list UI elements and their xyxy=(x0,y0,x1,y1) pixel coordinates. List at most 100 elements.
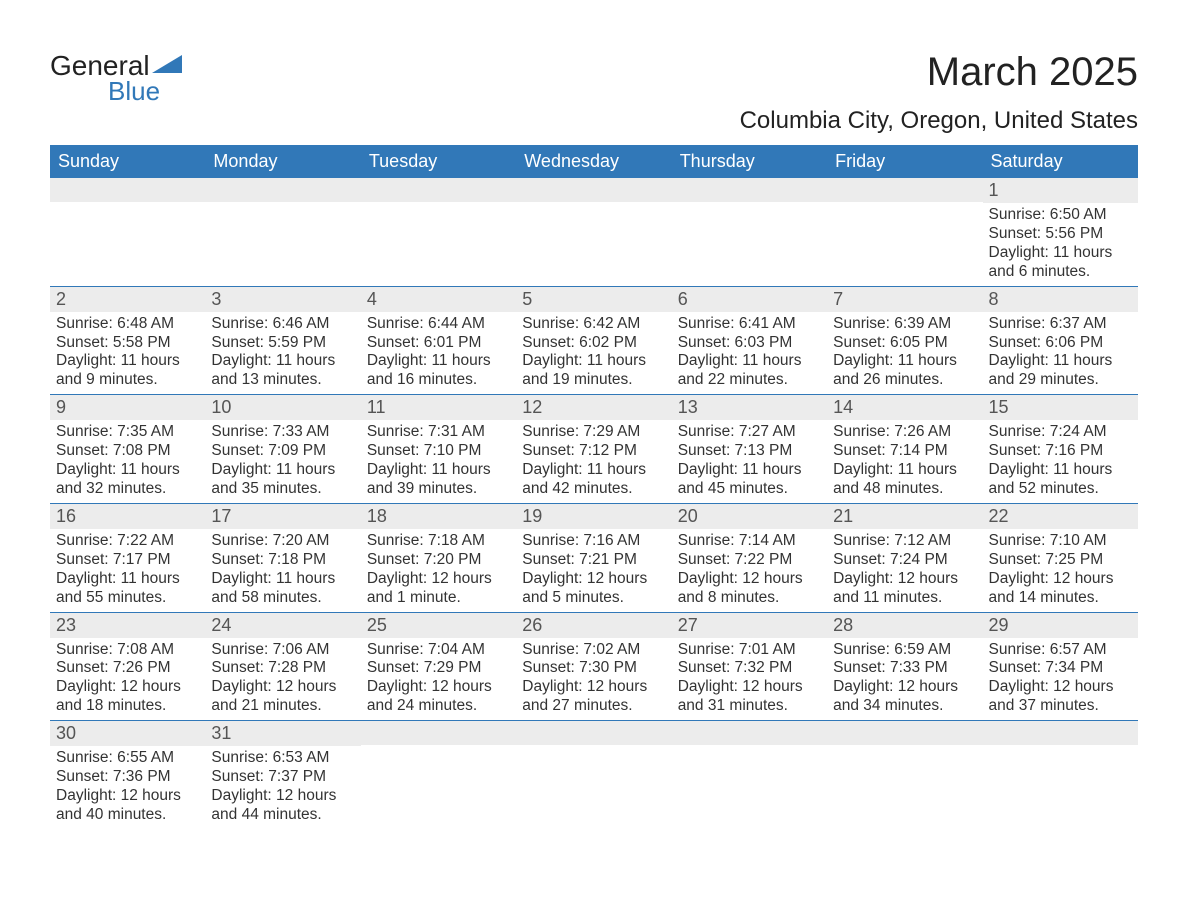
day-number: 23 xyxy=(50,613,205,638)
daylight-line: Daylight: 11 hours and 32 minutes. xyxy=(56,461,199,499)
calendar-cell xyxy=(983,721,1138,829)
daylight-line: Daylight: 11 hours and 19 minutes. xyxy=(522,352,665,390)
day-body: Sunrise: 7:01 AMSunset: 7:32 PMDaylight:… xyxy=(672,638,827,721)
day-number xyxy=(516,178,671,202)
day-number: 21 xyxy=(827,504,982,529)
day-body: Sunrise: 6:57 AMSunset: 7:34 PMDaylight:… xyxy=(983,638,1138,721)
day-body: Sunrise: 7:22 AMSunset: 7:17 PMDaylight:… xyxy=(50,529,205,612)
sunrise-line: Sunrise: 6:44 AM xyxy=(367,315,510,334)
calendar-cell xyxy=(672,178,827,286)
calendar-cell: 5Sunrise: 6:42 AMSunset: 6:02 PMDaylight… xyxy=(516,287,671,395)
calendar-cell: 18Sunrise: 7:18 AMSunset: 7:20 PMDayligh… xyxy=(361,504,516,612)
day-body: Sunrise: 7:08 AMSunset: 7:26 PMDaylight:… xyxy=(50,638,205,721)
day-body: Sunrise: 7:29 AMSunset: 7:12 PMDaylight:… xyxy=(516,420,671,503)
day-body: Sunrise: 7:31 AMSunset: 7:10 PMDaylight:… xyxy=(361,420,516,503)
daylight-line: Daylight: 12 hours and 37 minutes. xyxy=(989,678,1132,716)
sunset-line: Sunset: 6:03 PM xyxy=(678,334,821,353)
sunset-line: Sunset: 7:33 PM xyxy=(833,659,976,678)
sunset-line: Sunset: 7:36 PM xyxy=(56,768,199,787)
calendar-cell: 28Sunrise: 6:59 AMSunset: 7:33 PMDayligh… xyxy=(827,613,982,721)
sunrise-line: Sunrise: 6:39 AM xyxy=(833,315,976,334)
calendar-cell xyxy=(827,721,982,829)
day-body: Sunrise: 7:20 AMSunset: 7:18 PMDaylight:… xyxy=(205,529,360,612)
day-body: Sunrise: 7:27 AMSunset: 7:13 PMDaylight:… xyxy=(672,420,827,503)
calendar-cell: 14Sunrise: 7:26 AMSunset: 7:14 PMDayligh… xyxy=(827,395,982,503)
sunrise-line: Sunrise: 7:20 AM xyxy=(211,532,354,551)
day-number xyxy=(361,178,516,202)
day-number: 5 xyxy=(516,287,671,312)
sunset-line: Sunset: 6:01 PM xyxy=(367,334,510,353)
day-number xyxy=(983,721,1138,745)
day-body xyxy=(827,202,982,209)
calendar-cell: 26Sunrise: 7:02 AMSunset: 7:30 PMDayligh… xyxy=(516,613,671,721)
day-number: 13 xyxy=(672,395,827,420)
daylight-line: Daylight: 11 hours and 58 minutes. xyxy=(211,570,354,608)
daylight-line: Daylight: 11 hours and 52 minutes. xyxy=(989,461,1132,499)
daylight-line: Daylight: 12 hours and 14 minutes. xyxy=(989,570,1132,608)
sunset-line: Sunset: 7:29 PM xyxy=(367,659,510,678)
dow-tuesday: Tuesday xyxy=(361,145,516,178)
calendar-cell: 16Sunrise: 7:22 AMSunset: 7:17 PMDayligh… xyxy=(50,504,205,612)
day-of-week-header: Sunday Monday Tuesday Wednesday Thursday… xyxy=(50,145,1138,178)
day-number xyxy=(672,721,827,745)
sunset-line: Sunset: 7:20 PM xyxy=(367,551,510,570)
sunrise-line: Sunrise: 7:02 AM xyxy=(522,641,665,660)
day-number: 18 xyxy=(361,504,516,529)
sunrise-line: Sunrise: 7:12 AM xyxy=(833,532,976,551)
calendar-cell: 4Sunrise: 6:44 AMSunset: 6:01 PMDaylight… xyxy=(361,287,516,395)
calendar-cell: 2Sunrise: 6:48 AMSunset: 5:58 PMDaylight… xyxy=(50,287,205,395)
day-number: 17 xyxy=(205,504,360,529)
day-body: Sunrise: 7:12 AMSunset: 7:24 PMDaylight:… xyxy=(827,529,982,612)
day-body: Sunrise: 6:59 AMSunset: 7:33 PMDaylight:… xyxy=(827,638,982,721)
calendar-cell: 31Sunrise: 6:53 AMSunset: 7:37 PMDayligh… xyxy=(205,721,360,829)
day-body: Sunrise: 7:10 AMSunset: 7:25 PMDaylight:… xyxy=(983,529,1138,612)
calendar-week: 9Sunrise: 7:35 AMSunset: 7:08 PMDaylight… xyxy=(50,395,1138,504)
calendar-cell: 17Sunrise: 7:20 AMSunset: 7:18 PMDayligh… xyxy=(205,504,360,612)
calendar-cell: 8Sunrise: 6:37 AMSunset: 6:06 PMDaylight… xyxy=(983,287,1138,395)
calendar-week: 23Sunrise: 7:08 AMSunset: 7:26 PMDayligh… xyxy=(50,613,1138,722)
calendar-cell: 24Sunrise: 7:06 AMSunset: 7:28 PMDayligh… xyxy=(205,613,360,721)
day-number: 6 xyxy=(672,287,827,312)
daylight-line: Daylight: 11 hours and 9 minutes. xyxy=(56,352,199,390)
daylight-line: Daylight: 11 hours and 55 minutes. xyxy=(56,570,199,608)
calendar-cell: 27Sunrise: 7:01 AMSunset: 7:32 PMDayligh… xyxy=(672,613,827,721)
page-subtitle: Columbia City, Oregon, United States xyxy=(740,107,1138,135)
calendar-cell: 21Sunrise: 7:12 AMSunset: 7:24 PMDayligh… xyxy=(827,504,982,612)
calendar-cell xyxy=(361,178,516,286)
sunset-line: Sunset: 7:22 PM xyxy=(678,551,821,570)
day-number: 7 xyxy=(827,287,982,312)
day-body: Sunrise: 6:46 AMSunset: 5:59 PMDaylight:… xyxy=(205,312,360,395)
day-number: 25 xyxy=(361,613,516,638)
day-body: Sunrise: 7:04 AMSunset: 7:29 PMDaylight:… xyxy=(361,638,516,721)
daylight-line: Daylight: 12 hours and 5 minutes. xyxy=(522,570,665,608)
day-body: Sunrise: 6:53 AMSunset: 7:37 PMDaylight:… xyxy=(205,746,360,829)
sunrise-line: Sunrise: 7:14 AM xyxy=(678,532,821,551)
day-number: 16 xyxy=(50,504,205,529)
day-number: 15 xyxy=(983,395,1138,420)
calendar-cell xyxy=(205,178,360,286)
day-number: 8 xyxy=(983,287,1138,312)
day-number: 29 xyxy=(983,613,1138,638)
day-body xyxy=(983,745,1138,752)
day-number: 9 xyxy=(50,395,205,420)
daylight-line: Daylight: 12 hours and 11 minutes. xyxy=(833,570,976,608)
day-number xyxy=(205,178,360,202)
daylight-line: Daylight: 12 hours and 34 minutes. xyxy=(833,678,976,716)
day-number: 31 xyxy=(205,721,360,746)
calendar-cell: 1Sunrise: 6:50 AMSunset: 5:56 PMDaylight… xyxy=(983,178,1138,286)
day-number: 26 xyxy=(516,613,671,638)
sunrise-line: Sunrise: 7:35 AM xyxy=(56,423,199,442)
sunrise-line: Sunrise: 7:08 AM xyxy=(56,641,199,660)
calendar-week: 2Sunrise: 6:48 AMSunset: 5:58 PMDaylight… xyxy=(50,287,1138,396)
dow-monday: Monday xyxy=(205,145,360,178)
calendar-cell: 6Sunrise: 6:41 AMSunset: 6:03 PMDaylight… xyxy=(672,287,827,395)
sunset-line: Sunset: 7:16 PM xyxy=(989,442,1132,461)
sunset-line: Sunset: 7:32 PM xyxy=(678,659,821,678)
day-number: 2 xyxy=(50,287,205,312)
sunset-line: Sunset: 7:30 PM xyxy=(522,659,665,678)
calendar-cell xyxy=(361,721,516,829)
day-number: 20 xyxy=(672,504,827,529)
day-number: 11 xyxy=(361,395,516,420)
calendar-cell xyxy=(827,178,982,286)
day-number: 10 xyxy=(205,395,360,420)
